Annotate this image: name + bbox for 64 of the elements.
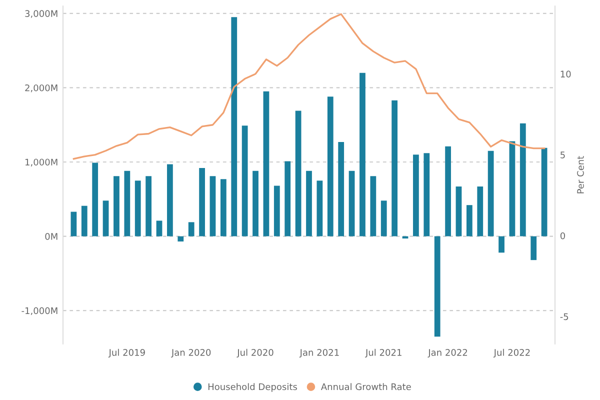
bar xyxy=(220,179,226,236)
legend-label: Annual Growth Rate xyxy=(320,383,411,390)
bar xyxy=(338,142,344,236)
y-tick-label: 2,000M xyxy=(25,84,58,92)
bar xyxy=(178,236,184,242)
bar xyxy=(509,141,516,236)
bar xyxy=(263,91,270,236)
bar xyxy=(92,162,98,236)
bar xyxy=(434,236,440,337)
y2-tick-label: 5 xyxy=(560,152,565,158)
x-tick-label: Jul 2022 xyxy=(493,348,530,358)
bar xyxy=(392,100,398,236)
bar xyxy=(380,200,387,236)
bar xyxy=(70,212,77,236)
bar xyxy=(530,236,537,260)
bar xyxy=(477,186,484,236)
y2-tick-label: -5 xyxy=(560,313,568,320)
x-tick-label: Jul 2019 xyxy=(108,348,145,358)
bar xyxy=(199,168,205,236)
bar xyxy=(498,236,504,253)
bar xyxy=(167,164,173,236)
bar xyxy=(252,170,258,236)
y-tick-label: -1,000M xyxy=(22,307,58,316)
x-tick-label: Jan 2021 xyxy=(299,349,339,358)
y-tick-label: 1,000M xyxy=(25,158,58,166)
bar xyxy=(520,123,526,236)
bar xyxy=(231,17,238,236)
bar xyxy=(210,176,216,236)
bar xyxy=(360,72,366,236)
bar xyxy=(134,180,141,236)
y-tick-label: 0M xyxy=(45,233,58,240)
bar xyxy=(124,170,130,236)
bar xyxy=(242,126,248,236)
y2-axis-title: Per Cent xyxy=(577,156,584,194)
bar xyxy=(466,205,472,236)
bar xyxy=(188,222,194,236)
bar xyxy=(445,146,451,236)
x-tick-label: Jan 2020 xyxy=(171,349,211,358)
bar xyxy=(274,186,280,236)
bar xyxy=(456,186,462,236)
bar xyxy=(156,220,162,236)
bar xyxy=(114,176,120,236)
x-tick-label: Jan 2022 xyxy=(428,349,468,358)
bar xyxy=(146,176,152,236)
bar xyxy=(348,170,355,236)
y2-tick-label: 10 xyxy=(560,70,571,78)
bar xyxy=(424,153,430,236)
legend-label: Household Deposits xyxy=(208,383,297,392)
bar xyxy=(295,110,302,236)
bar xyxy=(541,148,548,236)
x-tick-label: Jul 2021 xyxy=(365,348,402,358)
bar xyxy=(327,96,334,236)
y-tick-label: 3,000M xyxy=(25,10,58,18)
bar xyxy=(284,161,291,236)
bar xyxy=(488,150,494,236)
line-series xyxy=(72,13,546,160)
bar xyxy=(102,200,109,236)
x-tick-label: Jul 2020 xyxy=(236,348,274,358)
bar xyxy=(316,180,323,236)
bar xyxy=(370,176,376,236)
bar xyxy=(81,206,88,236)
bar xyxy=(306,170,312,236)
y2-tick-label: 0 xyxy=(560,232,566,240)
bar xyxy=(413,154,419,236)
